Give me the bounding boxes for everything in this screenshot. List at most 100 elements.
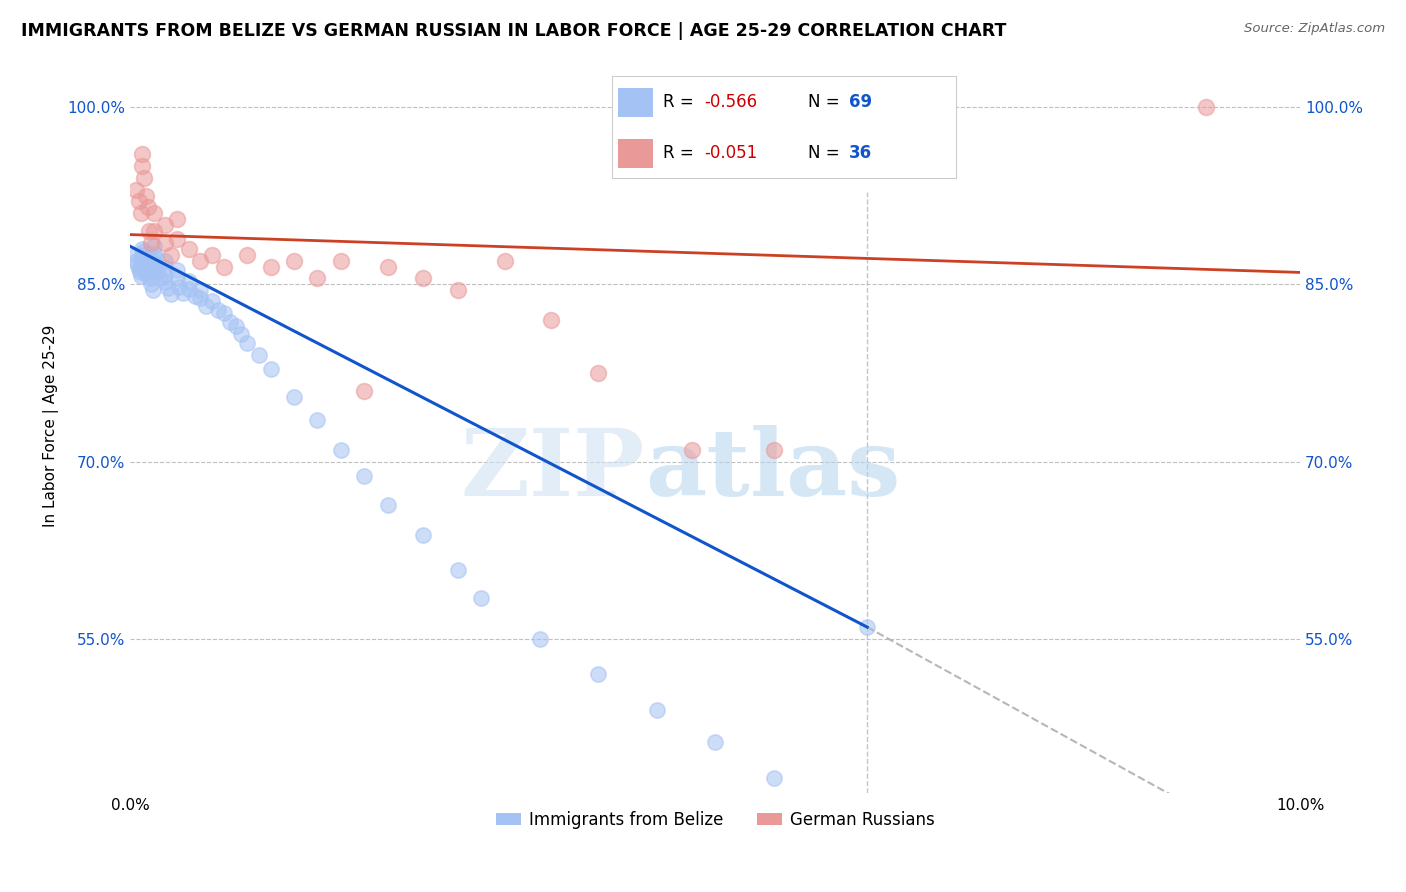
Point	[195, 299, 218, 313]
Point	[307, 271, 329, 285]
Point	[148, 271, 170, 285]
Legend: Immigrants from Belize, German Russians: Immigrants from Belize, German Russians	[489, 805, 942, 836]
Point	[353, 468, 375, 483]
Y-axis label: In Labor Force | Age 25-29: In Labor Force | Age 25-29	[44, 325, 59, 527]
Point	[141, 277, 163, 292]
Point	[145, 252, 167, 266]
Point	[236, 248, 259, 262]
Point	[681, 442, 703, 457]
Point	[127, 257, 149, 271]
Point	[136, 201, 159, 215]
Point	[131, 253, 153, 268]
Point	[762, 442, 785, 457]
Text: N =: N =	[808, 145, 845, 162]
Point	[377, 260, 399, 274]
Point	[138, 258, 160, 272]
Point	[131, 248, 153, 262]
Point	[166, 232, 188, 246]
Point	[236, 336, 259, 351]
Point	[212, 260, 235, 274]
Point	[166, 263, 188, 277]
Point	[201, 248, 224, 262]
Text: -0.051: -0.051	[704, 145, 758, 162]
Point	[142, 253, 165, 268]
Point	[138, 265, 160, 279]
Text: R =: R =	[664, 93, 699, 111]
Point	[856, 620, 879, 634]
Point	[190, 292, 212, 306]
Point	[412, 271, 434, 285]
Point	[134, 256, 156, 270]
Point	[131, 242, 153, 256]
Point	[447, 563, 470, 577]
Point	[128, 265, 150, 279]
Point	[145, 258, 167, 272]
Text: IMMIGRANTS FROM BELIZE VS GERMAN RUSSIAN IN LABOR FORCE | AGE 25-29 CORRELATION : IMMIGRANTS FROM BELIZE VS GERMAN RUSSIAN…	[21, 22, 1007, 40]
Point	[138, 224, 160, 238]
Point	[155, 260, 177, 275]
Text: 69: 69	[849, 93, 872, 111]
Text: Source: ZipAtlas.com: Source: ZipAtlas.com	[1244, 22, 1385, 36]
FancyBboxPatch shape	[619, 139, 652, 168]
Point	[134, 244, 156, 259]
Point	[146, 265, 169, 279]
Point	[142, 239, 165, 253]
Point	[155, 253, 177, 268]
Point	[540, 312, 562, 326]
Point	[134, 188, 156, 202]
Point	[225, 318, 247, 333]
Point	[177, 242, 200, 256]
Point	[201, 293, 224, 308]
Text: N =: N =	[808, 93, 845, 111]
Point	[131, 260, 153, 274]
Point	[169, 279, 191, 293]
Point	[160, 248, 183, 262]
Point	[762, 772, 785, 786]
Point	[329, 253, 352, 268]
Point	[125, 248, 148, 262]
Point	[125, 253, 148, 268]
Point	[128, 194, 150, 209]
Point	[645, 703, 668, 717]
Text: ZIP: ZIP	[461, 425, 645, 515]
Text: 36: 36	[849, 145, 872, 162]
Point	[218, 315, 240, 329]
Point	[160, 286, 183, 301]
Point	[134, 170, 156, 185]
Point	[128, 261, 150, 276]
Point	[166, 271, 188, 285]
Point	[142, 224, 165, 238]
FancyBboxPatch shape	[619, 88, 652, 117]
Point	[155, 268, 177, 282]
Point	[131, 147, 153, 161]
Point	[125, 183, 148, 197]
Point	[142, 260, 165, 275]
Point	[155, 275, 177, 289]
Point	[329, 442, 352, 457]
Point	[155, 218, 177, 232]
Point	[190, 283, 212, 297]
Point	[494, 253, 516, 268]
Point	[139, 271, 162, 285]
Point	[1195, 100, 1218, 114]
Point	[307, 413, 329, 427]
Point	[212, 305, 235, 319]
Point	[704, 735, 727, 749]
Point	[134, 263, 156, 277]
Point	[135, 268, 157, 282]
Point	[586, 366, 609, 380]
Point	[260, 362, 283, 376]
Point	[136, 246, 159, 260]
Point	[177, 282, 200, 296]
Point	[283, 253, 305, 268]
Point	[141, 235, 163, 250]
Text: -0.566: -0.566	[704, 93, 758, 111]
Point	[247, 348, 270, 362]
Point	[529, 632, 551, 646]
Point	[141, 283, 163, 297]
Point	[207, 303, 229, 318]
Point	[142, 246, 165, 260]
Text: R =: R =	[664, 145, 699, 162]
Point	[177, 274, 200, 288]
Point	[166, 212, 188, 227]
